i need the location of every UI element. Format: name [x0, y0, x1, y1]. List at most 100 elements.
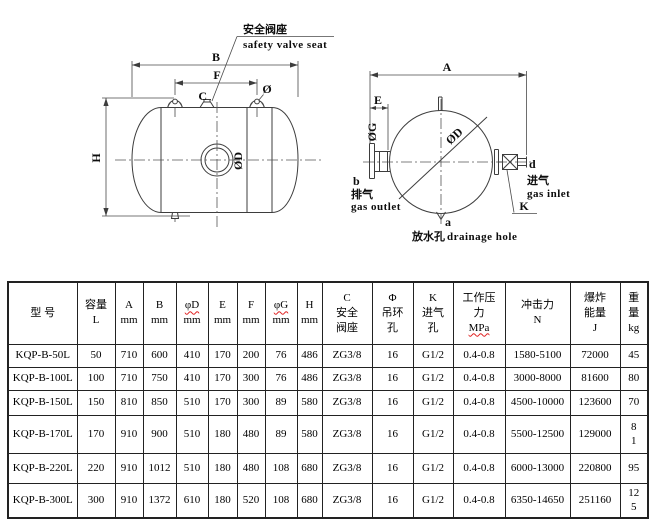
table-row: KQP-B-100L 100 710 750 410 170 300 76 48…	[7, 366, 649, 391]
table-cell: 410	[175, 343, 209, 368]
table-cell: 170	[207, 389, 238, 416]
technical-drawing: 安全阀座 safety valve seat B F C Ø H ØD	[89, 22, 570, 243]
side-view-bottom-drain	[170, 212, 180, 222]
col-header-weight: 重量 kg	[619, 281, 649, 345]
table-cell: 750	[142, 366, 177, 391]
table-cell: 510	[175, 389, 209, 416]
dim-label-og: ØG	[365, 123, 379, 142]
callout-safety-valve-seat-en: safety valve seat	[243, 39, 327, 51]
table-cell: 480	[236, 414, 266, 454]
table-cell: KQP-B-170L	[7, 414, 78, 454]
dim-label-b: B	[212, 50, 220, 64]
drain-letter: a	[445, 215, 451, 229]
table-cell: 16	[371, 389, 414, 416]
col-header-safety-valve-seat: C 安全 阀座	[321, 281, 373, 345]
table-cell: 0.4-0.8	[452, 452, 506, 484]
dim-label-a: A	[443, 60, 452, 74]
table-cell: 16	[371, 482, 414, 519]
dim-label-phi: Ø	[262, 82, 271, 96]
gas-inlet-cn: 进气	[527, 173, 549, 187]
gas-outlet-flange	[369, 143, 390, 179]
table-cell: 850	[142, 389, 177, 416]
gas-outlet-en: gas outlet	[351, 201, 401, 213]
table-cell: 580	[296, 414, 323, 454]
dim-label-od-end: ØD	[443, 125, 466, 148]
table-row: KQP-B-300L 300 910 1372 610 180 520 108 …	[7, 482, 649, 519]
table-cell: 0.4-0.8	[452, 414, 506, 454]
table-cell: 910	[114, 482, 144, 519]
table-cell: 180	[207, 414, 238, 454]
callout-safety-valve-seat-cn: 安全阀座	[243, 22, 287, 36]
table-cell: 580	[296, 389, 323, 416]
table-cell: 610	[175, 482, 209, 519]
table-cell: 1012	[142, 452, 177, 484]
table-cell: 81600	[569, 366, 621, 391]
table-cell: 16	[371, 452, 414, 484]
table-cell: 170	[76, 414, 116, 454]
table-cell: 910	[114, 452, 144, 484]
table-cell: G1/2	[412, 389, 454, 416]
table-cell: 45	[619, 343, 649, 368]
dim-label-h: H	[89, 153, 103, 163]
table-row: KQP-B-170L 170 910 900 510 180 480 89 58…	[7, 414, 649, 454]
table-cell: ZG3/8	[321, 452, 373, 484]
table-cell: G1/2	[412, 482, 454, 519]
dim-label-od-side: ØD	[231, 152, 245, 170]
col-header-lifting-ring-hole: Φ 吊环孔	[371, 281, 414, 345]
table-cell: 300	[236, 366, 266, 391]
dim-label-f: F	[213, 68, 220, 82]
table-cell: 0.4-0.8	[452, 343, 506, 368]
table-cell: 300	[236, 389, 266, 416]
table-cell: 251160	[569, 482, 621, 519]
table-cell: 16	[371, 343, 414, 368]
col-header-impact-force: 冲击力 N	[504, 281, 571, 345]
table-cell: 600	[142, 343, 177, 368]
table-cell: 510	[175, 414, 209, 454]
table-cell: KQP-B-50L	[7, 343, 78, 368]
table-cell: 50	[76, 343, 116, 368]
table-cell: 180	[207, 482, 238, 519]
table-cell: 680	[296, 482, 323, 519]
table-cell: 200	[236, 343, 266, 368]
table-cell: ZG3/8	[321, 366, 373, 391]
table-cell: G1/2	[412, 452, 454, 484]
table-cell: 100	[76, 366, 116, 391]
lifting-lugs	[167, 98, 265, 117]
gas-inlet-valve	[494, 149, 527, 175]
gas-outlet-letter: b	[353, 174, 360, 188]
table-cell: 710	[114, 366, 144, 391]
table-cell: 220800	[569, 452, 621, 484]
table-row: KQP-B-150L 150 810 850 510 170 300 89 58…	[7, 389, 649, 416]
table-cell: 72000	[569, 343, 621, 368]
table-cell: 0.4-0.8	[452, 366, 506, 391]
table-cell: 0.4-0.8	[452, 389, 506, 416]
drain-en: drainage hole	[447, 231, 517, 243]
side-view-dimensions	[102, 61, 299, 217]
col-header-phi-d: φD mm	[175, 281, 209, 345]
end-view-centerlines	[363, 99, 532, 224]
safety-valve-callout	[211, 36, 334, 102]
table-cell: 220	[76, 452, 116, 484]
col-header-explosion-energy: 爆炸 能量 J	[569, 281, 621, 345]
col-header-model: 型 号	[7, 281, 78, 345]
table-cell: KQP-B-100L	[7, 366, 78, 391]
table-cell: 123600	[569, 389, 621, 416]
end-view-dimensions	[369, 71, 537, 214]
table-cell: 76	[264, 343, 298, 368]
table-row: KQP-B-50L 50 710 600 410 170 200 76 486 …	[7, 343, 649, 368]
table-cell: 680	[296, 452, 323, 484]
drain-cn: 放水孔	[411, 229, 445, 243]
table-cell: ZG3/8	[321, 389, 373, 416]
table-cell: 910	[114, 414, 144, 454]
table-cell: 520	[236, 482, 266, 519]
table-cell: 89	[264, 414, 298, 454]
table-cell: 170	[207, 366, 238, 391]
table-cell: G1/2	[412, 366, 454, 391]
